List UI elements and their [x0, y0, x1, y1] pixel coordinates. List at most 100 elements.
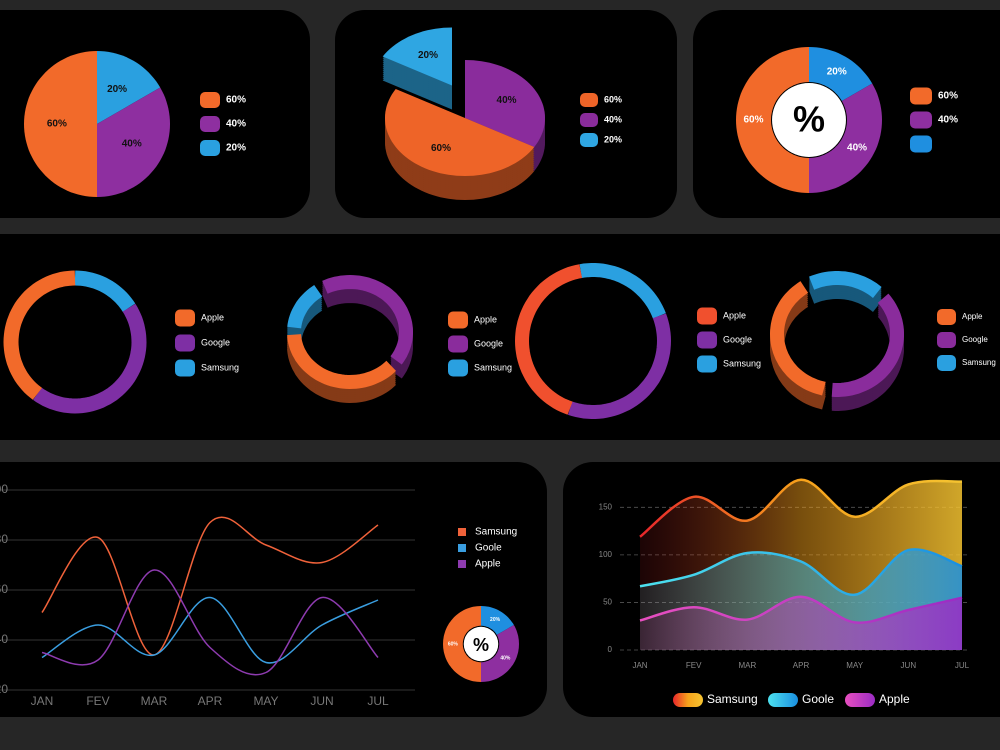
- legend-swatch: [768, 693, 798, 707]
- value-label: 60%: [47, 119, 67, 130]
- legend-swatch: [937, 332, 956, 348]
- legend-swatch: [458, 528, 466, 536]
- series-line: [639, 548, 963, 597]
- slice: [809, 83, 882, 193]
- legend-swatch: [937, 309, 956, 325]
- x-tick-label: JUN: [901, 661, 917, 670]
- legend-swatch: [200, 92, 220, 108]
- series-line: [41, 569, 379, 676]
- value-label: 20%: [107, 84, 127, 95]
- x-tick-label: MAY: [253, 694, 278, 708]
- legend-swatch: [673, 693, 703, 707]
- legend-swatch: [697, 307, 717, 325]
- y-tick-label: 100: [599, 550, 613, 559]
- y-tick-label: 60: [0, 582, 8, 596]
- ring-segment: [287, 285, 323, 329]
- legend-swatch: [200, 140, 220, 156]
- x-tick-label: JUL: [367, 694, 389, 708]
- ring-segment: [769, 281, 826, 396]
- center-label: %: [473, 635, 489, 655]
- ring-segment: [831, 293, 904, 397]
- legend-swatch: [458, 544, 466, 552]
- x-tick-label: APR: [198, 694, 223, 708]
- legend-label: 40%: [604, 114, 622, 124]
- value-label: 20%: [827, 67, 847, 78]
- legend-label: Samsung: [475, 527, 517, 538]
- value-label: 40%: [847, 142, 867, 153]
- legend-label: Goole: [802, 692, 834, 706]
- ring-segment: [579, 263, 666, 319]
- slice: [809, 47, 873, 101]
- legend-swatch: [697, 355, 717, 373]
- legend-swatch: [448, 359, 468, 377]
- value-label: 20%: [490, 617, 501, 623]
- legend-label: Apple: [723, 310, 746, 320]
- value-label: 60%: [431, 143, 451, 154]
- y-tick-label: 20: [0, 682, 8, 696]
- legend-label: 20%: [226, 143, 246, 154]
- legend-label: Google: [474, 338, 503, 348]
- x-tick-label: JAN: [31, 694, 54, 708]
- legend-swatch: [845, 693, 875, 707]
- slice: [481, 606, 514, 635]
- ring-segment: [322, 274, 413, 365]
- donut-hole: [463, 626, 499, 662]
- value-label: 60%: [448, 641, 459, 647]
- legend-label: Apple: [201, 312, 224, 322]
- x-tick-label: FEV: [86, 694, 109, 708]
- legend-swatch: [697, 331, 717, 349]
- legend-label: Apple: [474, 314, 497, 324]
- y-tick-label: 80: [0, 532, 8, 546]
- ring-segment: [568, 313, 672, 419]
- series-line: [41, 596, 379, 664]
- legend-label: 60%: [226, 95, 246, 106]
- legend-swatch: [175, 359, 195, 377]
- y-tick-label: 50: [603, 598, 612, 607]
- slice: [97, 87, 170, 197]
- legend-label: 60%: [604, 94, 622, 104]
- ring-segment: [514, 264, 583, 415]
- ring-segment: [287, 334, 397, 390]
- x-tick-label: MAR: [141, 694, 168, 708]
- legend-swatch: [200, 116, 220, 132]
- x-tick-label: JUL: [955, 661, 970, 670]
- legend-label: Apple: [962, 312, 983, 321]
- series-area: [640, 596, 962, 650]
- x-tick-label: JAN: [632, 661, 647, 670]
- legend-label: Goole: [475, 543, 502, 554]
- y-tick-label: 100: [0, 482, 8, 496]
- legend-swatch: [937, 355, 956, 371]
- legend-label: Google: [201, 337, 230, 347]
- legend-swatch: [175, 309, 195, 327]
- value-label: 20%: [418, 50, 438, 61]
- legend-label: Samsung: [707, 692, 758, 706]
- value-label: 60%: [744, 115, 764, 126]
- legend-swatch: [175, 334, 195, 352]
- ring-segment: [809, 271, 882, 299]
- ring-segment: [3, 270, 76, 400]
- legend-label: 40%: [938, 115, 958, 126]
- slice: [481, 625, 519, 682]
- slice: [385, 89, 535, 176]
- legend-label: Samsung: [201, 362, 239, 372]
- legend-label: Google: [962, 335, 988, 344]
- legend-swatch: [910, 87, 932, 105]
- legend-swatch: [580, 133, 598, 147]
- value-label: 40%: [500, 655, 511, 661]
- y-tick-label: 40: [0, 632, 8, 646]
- legend-swatch: [910, 111, 932, 129]
- donut-hole: [772, 83, 846, 157]
- x-tick-label: FEV: [686, 661, 702, 670]
- ring-segment: [33, 303, 147, 414]
- legend-swatch: [448, 311, 468, 329]
- legend-label: Samsung: [723, 358, 761, 368]
- slice: [736, 47, 809, 193]
- legend-swatch: [580, 93, 598, 107]
- slice: [465, 60, 545, 147]
- legend-label: Apple: [475, 559, 501, 570]
- slice: [382, 27, 452, 86]
- legend-swatch: [448, 335, 468, 353]
- legend-swatch: [580, 113, 598, 127]
- legend-swatch: [910, 135, 932, 153]
- slice: [443, 606, 481, 682]
